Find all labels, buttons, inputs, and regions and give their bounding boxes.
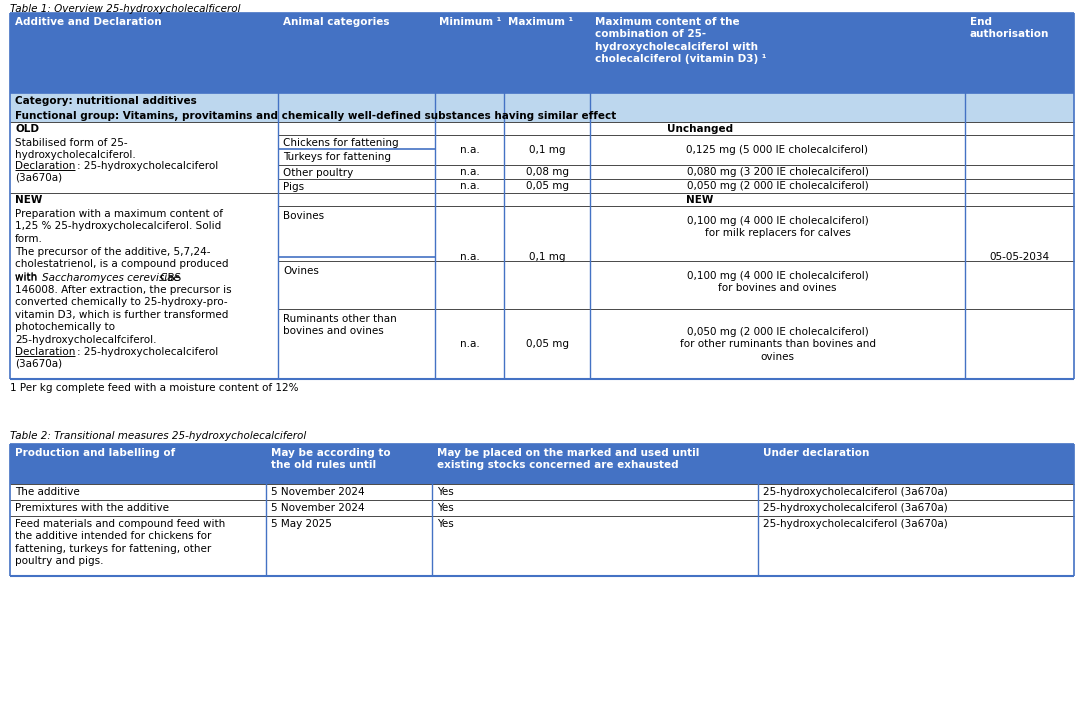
Text: May be placed on the marked and used until
existing stocks concerned are exhaust: May be placed on the marked and used unt… xyxy=(437,448,699,470)
Text: 1 Per kg complete feed with a moisture content of 12%: 1 Per kg complete feed with a moisture c… xyxy=(10,383,299,393)
Text: 0,1 mg: 0,1 mg xyxy=(529,145,565,155)
Text: : 25-hydroxycholecalciferol: : 25-hydroxycholecalciferol xyxy=(77,347,219,357)
Text: : 25-hydroxycholecalciferol: : 25-hydroxycholecalciferol xyxy=(77,161,219,171)
Text: 25-hydroxycholecalciferol (3a670a): 25-hydroxycholecalciferol (3a670a) xyxy=(763,487,948,497)
Bar xyxy=(10,193,1074,206)
Bar xyxy=(10,179,1074,193)
Text: Production and labelling of: Production and labelling of xyxy=(15,448,175,458)
Bar xyxy=(10,500,1074,516)
Text: Maximum ¹: Maximum ¹ xyxy=(509,17,573,27)
Bar xyxy=(10,484,1074,500)
Text: Animal categories: Animal categories xyxy=(283,17,390,27)
Bar xyxy=(10,165,1074,179)
Text: Stabilised form of 25-
hydroxycholecalciferol.: Stabilised form of 25- hydroxycholecalci… xyxy=(15,138,135,160)
Text: Minimum ¹: Minimum ¹ xyxy=(439,17,501,27)
Bar xyxy=(10,444,1074,484)
Text: Functional group: Vitamins, provitamins and chemically well-defined substances h: Functional group: Vitamins, provitamins … xyxy=(15,111,617,121)
Text: 5 May 2025: 5 May 2025 xyxy=(270,519,332,529)
Text: NEW: NEW xyxy=(15,195,42,205)
Text: Ruminants other than
bovines and ovines: Ruminants other than bovines and ovines xyxy=(283,314,397,337)
Text: The precursor of the additive, 5,7,24-
cholestatrienol, is a compound produced
w: The precursor of the additive, 5,7,24- c… xyxy=(15,247,228,282)
Bar xyxy=(10,122,1074,135)
Text: n.a.: n.a. xyxy=(460,181,479,191)
Text: 0,05 mg: 0,05 mg xyxy=(526,181,568,191)
Text: Turkeys for fattening: Turkeys for fattening xyxy=(283,152,391,162)
Text: 0,100 mg (4 000 IE cholecalciferol)
for milk replacers for calves: 0,100 mg (4 000 IE cholecalciferol) for … xyxy=(687,216,869,238)
Text: n.a.: n.a. xyxy=(460,167,479,177)
Bar xyxy=(10,516,1074,576)
Text: n.a.: n.a. xyxy=(460,339,479,349)
Bar xyxy=(10,93,1074,108)
Text: May be according to
the old rules until: May be according to the old rules until xyxy=(270,448,391,470)
Text: Category: nutritional additives: Category: nutritional additives xyxy=(15,96,197,106)
Text: Maximum content of the
combination of 25-
hydroxycholecalciferol with
cholecalci: Maximum content of the combination of 25… xyxy=(595,17,766,64)
Text: with: with xyxy=(15,273,40,283)
Text: Ovines: Ovines xyxy=(283,266,319,276)
Text: n.a.: n.a. xyxy=(460,252,479,262)
Text: Preparation with a maximum content of
1,25 % 25-hydroxycholecalciferol. Solid
fo: Preparation with a maximum content of 1,… xyxy=(15,209,223,244)
Text: 0,050 mg (2 000 IE cholecalciferol)
for other ruminants than bovines and
ovines: 0,050 mg (2 000 IE cholecalciferol) for … xyxy=(679,327,875,362)
Text: CBS: CBS xyxy=(157,273,182,283)
Bar xyxy=(10,206,1074,261)
Text: (3a670a): (3a670a) xyxy=(15,358,62,368)
Text: Bovines: Bovines xyxy=(283,211,325,221)
Text: OLD: OLD xyxy=(15,124,39,134)
Text: Additive and Declaration: Additive and Declaration xyxy=(15,17,161,27)
Text: Declaration: Declaration xyxy=(15,161,76,171)
Text: Yes: Yes xyxy=(437,487,453,497)
Text: 0,1 mg: 0,1 mg xyxy=(529,252,565,262)
Text: 0,08 mg: 0,08 mg xyxy=(526,167,568,177)
Text: Declaration: Declaration xyxy=(15,347,76,357)
Text: 0,050 mg (2 000 IE cholecalciferol): 0,050 mg (2 000 IE cholecalciferol) xyxy=(687,181,869,191)
Text: 25-hydroxycholecalciferol (3a670a): 25-hydroxycholecalciferol (3a670a) xyxy=(763,503,948,513)
Text: 146008. After extraction, the precursor is
converted chemically to 25-hydroxy-pr: 146008. After extraction, the precursor … xyxy=(15,285,232,344)
Text: (3a670a): (3a670a) xyxy=(15,172,62,182)
Text: n.a.: n.a. xyxy=(460,145,479,155)
Text: 0,05 mg: 0,05 mg xyxy=(526,339,568,349)
Text: 0,080 mg (3 200 IE cholecalciferol): 0,080 mg (3 200 IE cholecalciferol) xyxy=(687,167,869,177)
Bar xyxy=(10,309,1074,379)
Text: 0,125 mg (5 000 IE cholecalciferol): 0,125 mg (5 000 IE cholecalciferol) xyxy=(686,145,869,155)
Text: End
authorisation: End authorisation xyxy=(969,17,1050,40)
Text: 0,100 mg (4 000 IE cholecalciferol)
for bovines and ovines: 0,100 mg (4 000 IE cholecalciferol) for … xyxy=(687,271,869,293)
Text: The additive: The additive xyxy=(15,487,80,497)
Text: 5 November 2024: 5 November 2024 xyxy=(270,487,365,497)
Text: Feed materials and compound feed with
the additive intended for chickens for
fat: Feed materials and compound feed with th… xyxy=(15,519,225,566)
Text: Other poultry: Other poultry xyxy=(283,168,353,178)
Text: Unchanged: Unchanged xyxy=(667,124,734,134)
Text: Premixtures with the additive: Premixtures with the additive xyxy=(15,503,169,513)
Text: Yes: Yes xyxy=(437,503,453,513)
Bar xyxy=(10,261,1074,309)
Text: 5 November 2024: 5 November 2024 xyxy=(270,503,365,513)
Text: 25-hydroxycholecalciferol (3a670a): 25-hydroxycholecalciferol (3a670a) xyxy=(763,519,948,529)
Text: Yes: Yes xyxy=(437,519,453,529)
Text: Under declaration: Under declaration xyxy=(763,448,869,458)
Text: Table 1: Overview 25-hydroxycholecalficerol: Table 1: Overview 25-hydroxycholecalfice… xyxy=(10,4,240,14)
Text: 05-05-2034: 05-05-2034 xyxy=(989,252,1050,262)
Bar xyxy=(10,108,1074,122)
Text: Pigs: Pigs xyxy=(283,182,304,192)
Text: Saccharomyces cerevisiae: Saccharomyces cerevisiae xyxy=(42,273,180,283)
Text: Chickens for fattening: Chickens for fattening xyxy=(283,138,398,148)
Bar xyxy=(10,13,1074,93)
Text: Table 2: Transitional measures 25-hydroxycholecalciferol: Table 2: Transitional measures 25-hydrox… xyxy=(10,431,306,441)
Text: NEW: NEW xyxy=(686,195,714,205)
Bar xyxy=(10,135,1074,165)
